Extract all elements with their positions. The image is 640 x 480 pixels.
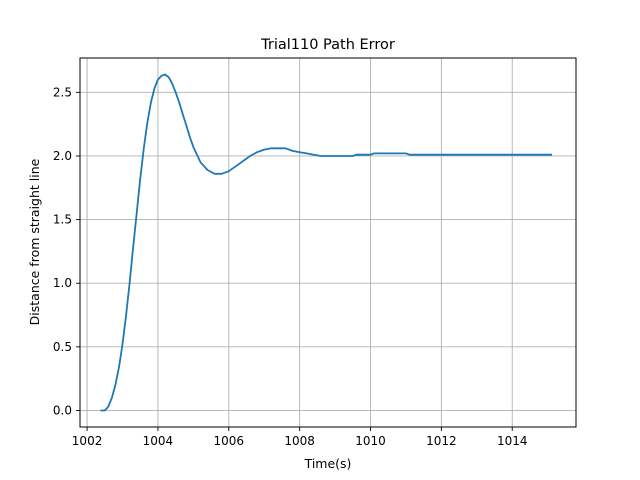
y-axis-label: Distance from straight line — [27, 158, 42, 325]
grid — [80, 58, 576, 427]
x-tick-label: 1010 — [355, 434, 386, 448]
y-tick-label: 1.5 — [53, 213, 72, 227]
series-line — [100, 73, 553, 412]
series-layer — [100, 73, 553, 412]
y-tick-label: 0.5 — [53, 340, 72, 354]
ticks: 1002 1004 1006 1008 1010 1012 1014 0.0 0.5 1.0 1.5… — [53, 85, 528, 448]
x-tick-label: 1008 — [284, 434, 315, 448]
x-tick-label: 1012 — [426, 434, 457, 448]
x-tick-label: 1004 — [143, 434, 174, 448]
x-tick-label: 1014 — [497, 434, 528, 448]
x-tick-label: 1002 — [72, 434, 103, 448]
y-tick-label: 0.0 — [53, 403, 72, 417]
x-tick-label: 1006 — [214, 434, 245, 448]
plot-frame — [79, 57, 577, 428]
y-tick-label: 2.0 — [53, 149, 72, 163]
x-axis-label: Time(s) — [304, 456, 352, 471]
y-tick-label: 2.5 — [53, 85, 72, 99]
chart-title: Trial110 Path Error — [260, 37, 395, 53]
y-tick-label: 1.0 — [53, 276, 72, 290]
